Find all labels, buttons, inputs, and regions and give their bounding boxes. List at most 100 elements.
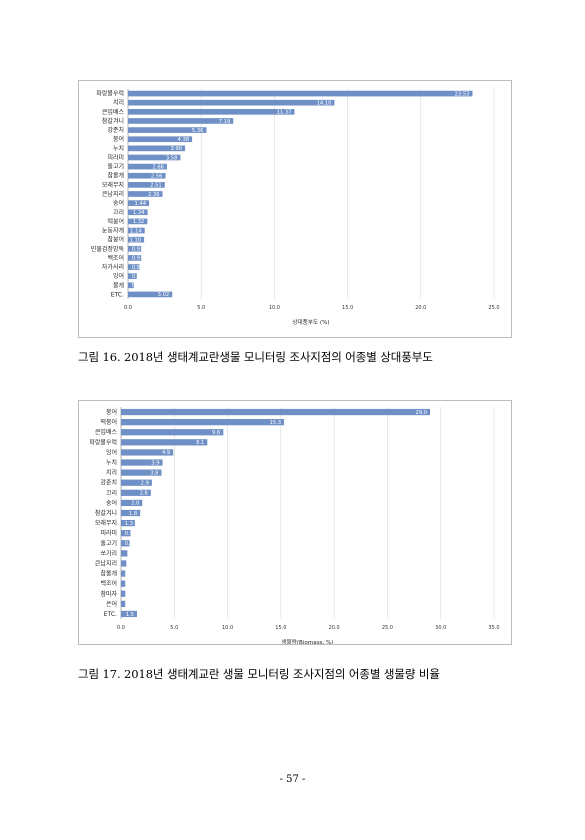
bar <box>121 600 126 607</box>
data-label: 3.8 <box>150 470 158 476</box>
bar <box>128 145 186 152</box>
bar <box>121 519 135 527</box>
data-label: 2.66 <box>152 164 164 170</box>
bar <box>128 245 142 252</box>
category-label: 자가사리 <box>102 263 124 271</box>
relative-abundance-chart: 0.0 5.0 10.0 15.0 20.0 25.0 파랑볼우럭 23.53 치리 14.10 큰… <box>78 80 512 338</box>
category-label: 큰납지리 <box>95 559 117 567</box>
biomass-ratio-chart-svg: 0.0 5.0 10.0 15.0 20.0 25.0 30.0 35.0 붕어 29.0 떡붕어 1… <box>89 407 500 644</box>
category-label: 큰납지리 <box>102 190 124 198</box>
bar <box>128 264 140 270</box>
bar <box>128 236 145 243</box>
category-label: 붕어 <box>113 135 124 143</box>
x-tick-label: 10.0 <box>222 625 233 631</box>
x-tick-label: 20.0 <box>329 625 340 631</box>
category-label: 잉어 <box>106 448 117 456</box>
data-label: 5.36 <box>192 128 204 134</box>
bar <box>121 479 152 486</box>
category-label: 떡붕어 <box>100 418 117 426</box>
category-label: 모래무지 <box>102 181 124 189</box>
x-tick-label: 15.0 <box>275 625 286 631</box>
page-number: - 57 - <box>279 774 306 785</box>
bar <box>121 408 431 416</box>
bar <box>121 530 131 537</box>
data-label: 0.9 <box>125 531 133 537</box>
bar <box>121 489 151 496</box>
data-label: 3.02 <box>158 292 170 298</box>
category-label: 끄리 <box>106 489 117 497</box>
bar <box>128 209 148 216</box>
category-label: 돌고기 <box>107 163 124 171</box>
bar <box>128 218 148 225</box>
category-label: 치리 <box>106 469 117 477</box>
category-label: 붕어 <box>106 408 117 416</box>
category-label: 백조어 <box>100 580 117 588</box>
data-label: 0.9 <box>132 247 140 253</box>
category-label: 백조어 <box>107 254 124 262</box>
category-label: 큰입배스 <box>102 108 125 116</box>
category-label: 참갈겨니 <box>95 509 117 517</box>
bar <box>128 282 134 289</box>
category-label: 치리 <box>113 99 124 107</box>
data-label: 9.6 <box>212 430 220 436</box>
x-axis-title: 상대풍부도 (%) <box>292 318 329 326</box>
bar <box>128 273 137 280</box>
data-label: 0.8 <box>125 541 133 547</box>
bar <box>121 540 130 547</box>
bar <box>128 99 335 106</box>
bar <box>128 127 207 133</box>
category-label: 잉어 <box>113 272 124 280</box>
data-label: 0.8 <box>132 265 140 271</box>
bar <box>121 610 137 618</box>
data-label: 0.6 <box>132 274 140 280</box>
bar <box>128 255 142 261</box>
category-label: 누치 <box>113 144 124 152</box>
bar <box>121 449 174 456</box>
bar <box>128 108 295 115</box>
x-tick-label: 30.0 <box>435 625 446 631</box>
bar <box>128 200 150 206</box>
x-axis-title: 생물량(Biomass, %) <box>281 638 333 644</box>
category-label: 모래무지 <box>95 519 117 527</box>
category-label: 떡붕어 <box>107 217 124 225</box>
data-label: 1.5 <box>126 612 134 618</box>
bar <box>121 590 126 597</box>
data-label: 1.44 <box>135 201 147 207</box>
category-label: 강준치 <box>107 126 124 134</box>
bar <box>121 419 285 426</box>
bar <box>128 118 234 124</box>
bar <box>128 172 166 179</box>
data-label: 2.51 <box>150 183 162 189</box>
x-tick-label: 10.0 <box>269 305 280 311</box>
figure-17-caption: 그림 17. 2018년 생태계교란 생물 모니터링 조사지점의 어종별 생물량… <box>78 667 440 681</box>
data-label: 8.1 <box>196 440 204 446</box>
bar <box>121 580 126 587</box>
category-label: 숭어 <box>113 199 124 207</box>
biomass-ratio-chart: 0.0 5.0 10.0 15.0 20.0 25.0 30.0 35.0 붕어 29.0 떡붕어 1… <box>78 400 512 645</box>
data-label: 14.10 <box>317 100 332 106</box>
bar <box>128 154 181 161</box>
data-label: 29.0 <box>415 410 427 416</box>
data-label: 1.34 <box>133 210 145 216</box>
bar <box>121 459 163 466</box>
category-label: 은어 <box>106 600 117 608</box>
figure-16-caption: 그림 16. 2018년 생태계교란생물 모니터링 조사지점의 어종별 상대풍부… <box>78 350 433 364</box>
bar <box>128 90 473 97</box>
category-label: 돌고기 <box>100 539 117 547</box>
data-label: 15.3 <box>269 420 281 426</box>
bar <box>128 191 163 197</box>
category-label: 숭어 <box>106 499 117 507</box>
x-tick-label: 5.0 <box>170 625 178 631</box>
bar <box>121 560 127 567</box>
x-tick-label: 15.0 <box>342 305 353 311</box>
relative-abundance-chart-svg: 0.0 5.0 10.0 15.0 20.0 25.0 파랑볼우럭 23.53 치리 14.10 큰… <box>91 89 500 326</box>
category-label: 참갈겨니 <box>102 117 124 125</box>
category-label: 누치 <box>106 459 117 467</box>
category-label: 참붕어 <box>107 236 124 244</box>
category-label: 눈동자개 <box>102 227 124 235</box>
data-label: 1.32 <box>133 219 145 225</box>
x-tick-label: 20.0 <box>415 305 426 311</box>
x-tick-label: 5.0 <box>197 305 205 311</box>
x-tick-label: 35.0 <box>488 625 499 631</box>
data-label: 3.90 <box>171 146 183 152</box>
